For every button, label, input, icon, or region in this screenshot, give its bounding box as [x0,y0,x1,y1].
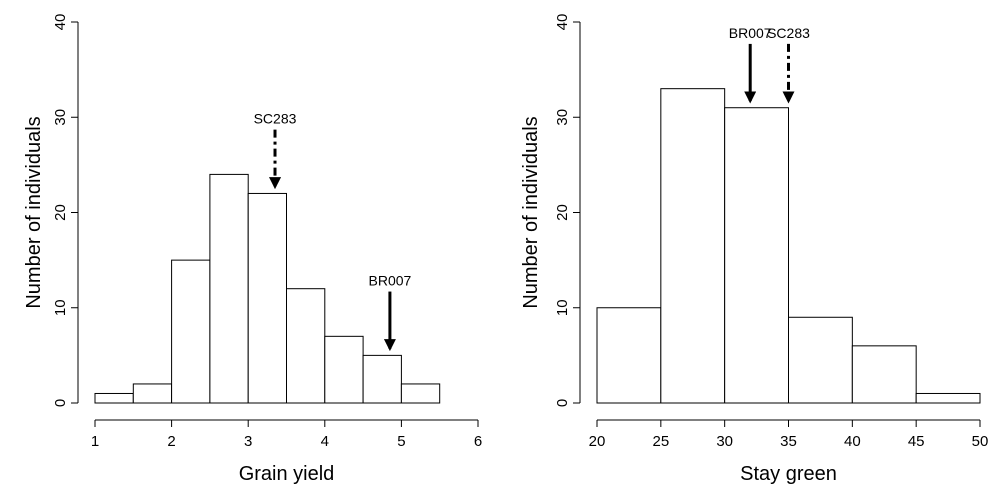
bar [400,383,441,404]
y-tick-label: 20 [554,204,571,221]
y-axis-label: Number of individuals [23,116,45,308]
x-tick-label: 35 [780,433,797,450]
annotation-label: SC283 [767,25,810,41]
y-tick-label: 10 [52,299,69,316]
y-tick-label: 0 [554,399,571,407]
x-tick-label: 5 [397,433,405,450]
x-tick-label: 50 [972,433,989,450]
annotation-label: SC283 [254,111,297,127]
bar [660,88,726,404]
bar [851,345,917,404]
y-tick-label: 30 [554,109,571,126]
x-tick-label: 20 [589,433,606,450]
bar [286,288,326,404]
bar [132,383,173,404]
bar [209,173,249,404]
bar [94,392,134,404]
y-tick-label: 10 [554,299,571,316]
bar [915,392,981,404]
bar [324,335,364,404]
x-tick-label: 3 [244,433,252,450]
bar [362,354,402,404]
bar [596,307,662,404]
y-tick-label: 20 [52,204,69,221]
x-tick-label: 6 [474,433,482,450]
y-axis-label: Number of individuals [520,116,542,308]
bar [788,316,853,404]
bar [724,107,790,404]
annotation-label: BR007 [369,273,412,289]
x-tick-label: 4 [321,433,329,450]
x-tick-label: 40 [844,433,861,450]
y-tick-label: 40 [554,14,571,31]
x-tick-label: 30 [716,433,733,450]
x-tick-label: 25 [652,433,669,450]
y-tick-label: 0 [52,399,69,407]
bar [171,259,211,404]
bar [247,192,287,404]
annotation-label: BR007 [729,25,772,41]
x-axis-label: Grain yield [239,463,335,485]
x-tick-label: 1 [91,433,99,450]
y-tick-label: 40 [52,14,69,31]
x-tick-label: 45 [908,433,925,450]
x-tick-label: 2 [167,433,175,450]
x-axis-label: Stay green [740,463,837,485]
y-tick-label: 30 [52,109,69,126]
